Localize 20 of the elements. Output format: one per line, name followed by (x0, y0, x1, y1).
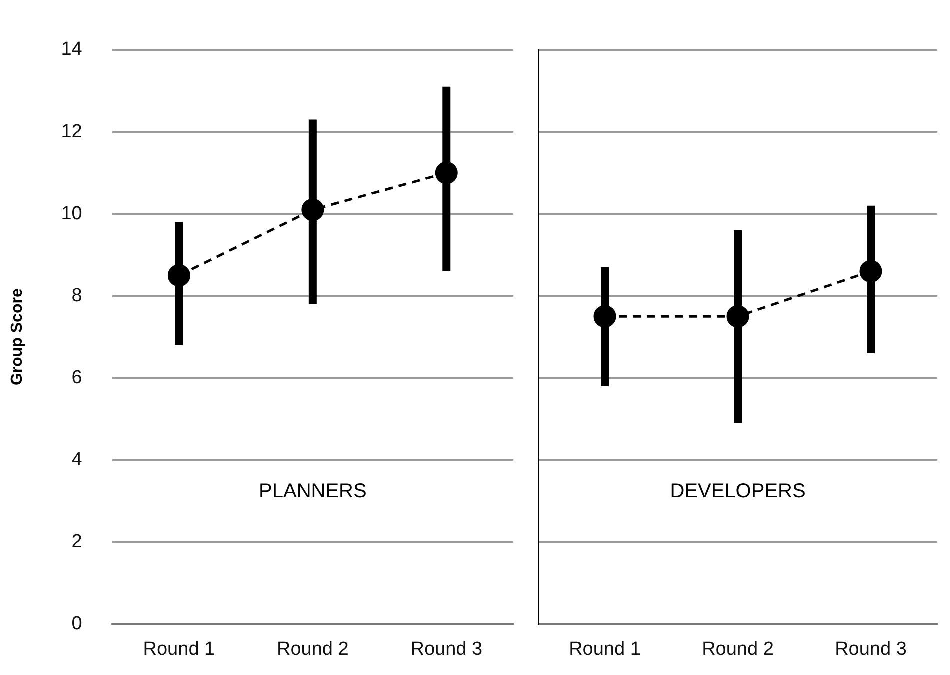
x-tick-label: Round 1 (143, 638, 216, 660)
y-tick-label: 2 (72, 531, 82, 552)
annotation: PLANNERS (259, 480, 367, 503)
x-tick-label: Round 2 (702, 638, 774, 660)
y-axis-title: Group Score (9, 288, 26, 386)
y-tick-label: 12 (61, 121, 82, 142)
x-tick-label: Round 3 (410, 638, 483, 660)
x-tick-label: Round 2 (276, 638, 349, 660)
point (302, 198, 324, 222)
y-tick-label: 0 (72, 613, 82, 634)
x-tick-label: Round 3 (835, 638, 907, 660)
point (435, 162, 458, 184)
y-tick-label: 10 (61, 203, 82, 224)
y-tick-label: 14 (61, 39, 83, 60)
y-tick-label: 8 (72, 285, 82, 306)
y-tick-label: 4 (72, 449, 83, 470)
y-tick-label: 6 (72, 367, 82, 388)
annotation: DEVELOPERS (670, 480, 806, 503)
x-tick-label: Round 1 (569, 638, 641, 660)
point (168, 264, 190, 287)
